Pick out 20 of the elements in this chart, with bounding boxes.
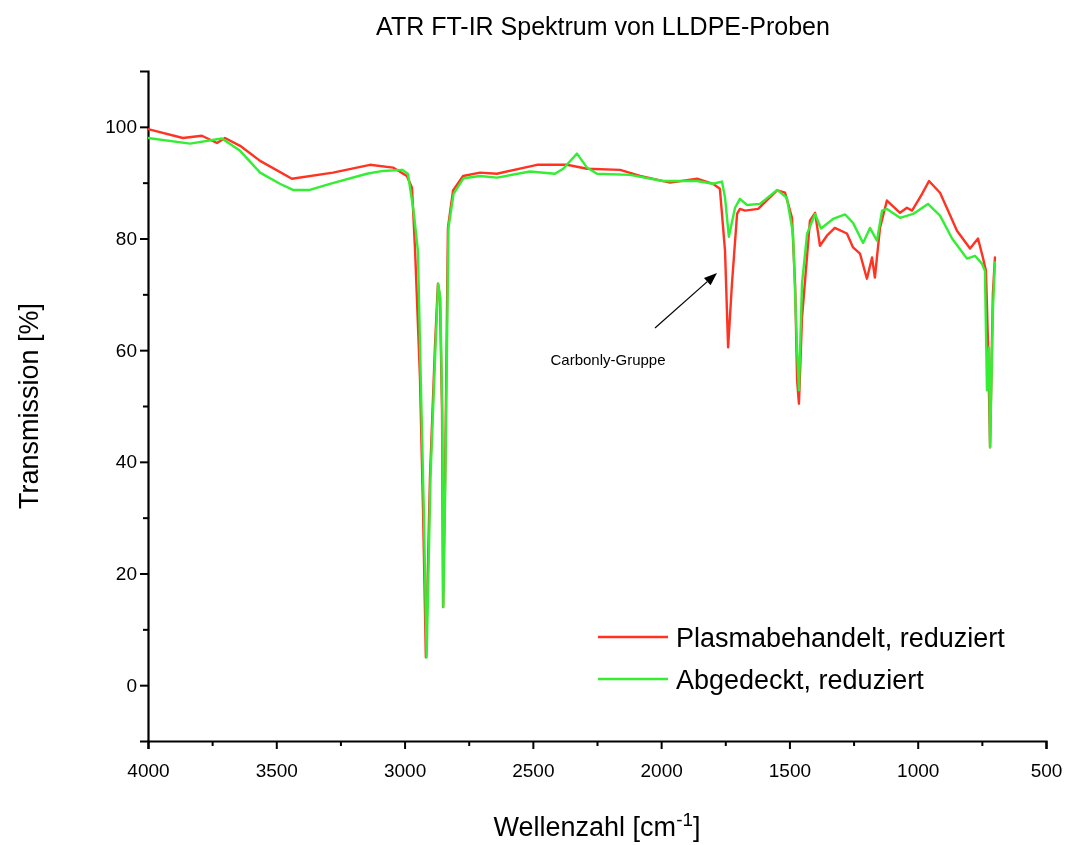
x-tick-label: 1500 — [768, 759, 812, 781]
legend-label: Abgedeckt, reduziert — [676, 665, 925, 695]
y-tick-label: 80 — [115, 228, 137, 250]
x-tick-label: 3000 — [383, 759, 427, 781]
chart-title: ATR FT-IR Spektrum von LLDPE-Proben — [376, 12, 830, 40]
y-tick-label: 60 — [115, 339, 137, 361]
y-tick-label: 40 — [115, 451, 137, 473]
y-tick-label: 0 — [126, 674, 137, 696]
legend-label: Plasmabehandelt, reduziert — [676, 623, 1006, 653]
x-axis-title: Wellenzahl [cm$^{-1}$] — [493, 808, 701, 842]
y-tick-label: 100 — [105, 116, 137, 138]
x-tick-label: 4000 — [127, 759, 170, 781]
x-tick-label: 3500 — [255, 759, 298, 781]
x-tick-label: 500 — [1030, 759, 1063, 781]
x-tick-label: 2000 — [640, 759, 683, 781]
x-tick-label: 2500 — [512, 759, 555, 781]
x-tick-label: 1000 — [897, 759, 940, 781]
y-tick-label: 20 — [115, 563, 137, 585]
y-axis-title: Transmission [%] — [14, 302, 44, 510]
annotation: Carbonly-Gruppe — [550, 351, 666, 368]
